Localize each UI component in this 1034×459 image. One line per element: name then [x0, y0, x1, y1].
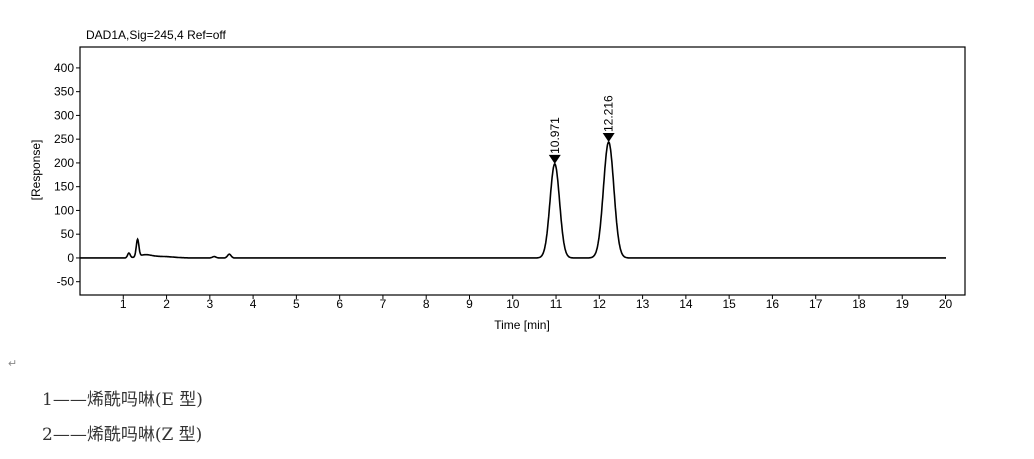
x-tick-label: 7 [380, 297, 387, 311]
y-tick-label: 300 [54, 108, 74, 122]
legend-item-1: 1——烯酰吗啉(E 型) [42, 390, 203, 410]
x-tick-label: 14 [679, 297, 693, 311]
chromatogram: DAD1A,Sig=245,4 Ref=off -50 0 50 100 150 200 2… [29, 28, 966, 332]
legend-item-2: 2——烯酰吗啉(Z 型) [42, 425, 203, 445]
y-tick-label: 200 [54, 156, 74, 170]
x-tick-label: 9 [466, 297, 473, 311]
x-tick-label: 4 [250, 297, 257, 311]
x-tick-label: 5 [293, 297, 300, 311]
return-mark: ↵ [8, 358, 18, 370]
signal-trace [80, 141, 946, 259]
y-axis-label: [Response] [29, 140, 43, 201]
y-tick-label: 350 [54, 85, 74, 99]
x-tick-label: 20 [939, 297, 953, 311]
x-tick-label: 15 [722, 297, 736, 311]
x-tick-label: 19 [896, 297, 910, 311]
y-tick-label: 0 [67, 251, 74, 265]
x-tick-label: 18 [852, 297, 866, 311]
x-tick-label: 12 [593, 297, 607, 311]
y-tick-label: 150 [54, 180, 74, 194]
y-tick-label: 250 [54, 132, 74, 146]
x-axis-label: Time [min] [494, 318, 550, 332]
x-tick-label: 8 [423, 297, 430, 311]
x-tick-label: 2 [163, 297, 170, 311]
peak-label: 12.216 [602, 95, 616, 132]
x-tick-label: 6 [336, 297, 343, 311]
plot-frame [79, 46, 966, 296]
peak-marker [548, 154, 561, 164]
x-tick-label: 3 [206, 297, 213, 311]
x-tick-label: 1 [120, 297, 127, 311]
peak-marker [602, 133, 615, 143]
y-tick-label: 100 [54, 203, 74, 217]
y-tick-label: 400 [54, 61, 74, 75]
chart-title: DAD1A,Sig=245,4 Ref=off [86, 28, 227, 42]
y-tick-label: -50 [57, 275, 75, 289]
x-tick-label: 17 [809, 297, 823, 311]
y-tick-label: 50 [61, 227, 75, 241]
x-tick-label: 16 [766, 297, 780, 311]
x-tick-label: 10 [506, 297, 520, 311]
x-tick-label: 11 [550, 297, 563, 311]
x-tick-label: 13 [636, 297, 650, 311]
peak-label: 10.971 [548, 117, 562, 154]
